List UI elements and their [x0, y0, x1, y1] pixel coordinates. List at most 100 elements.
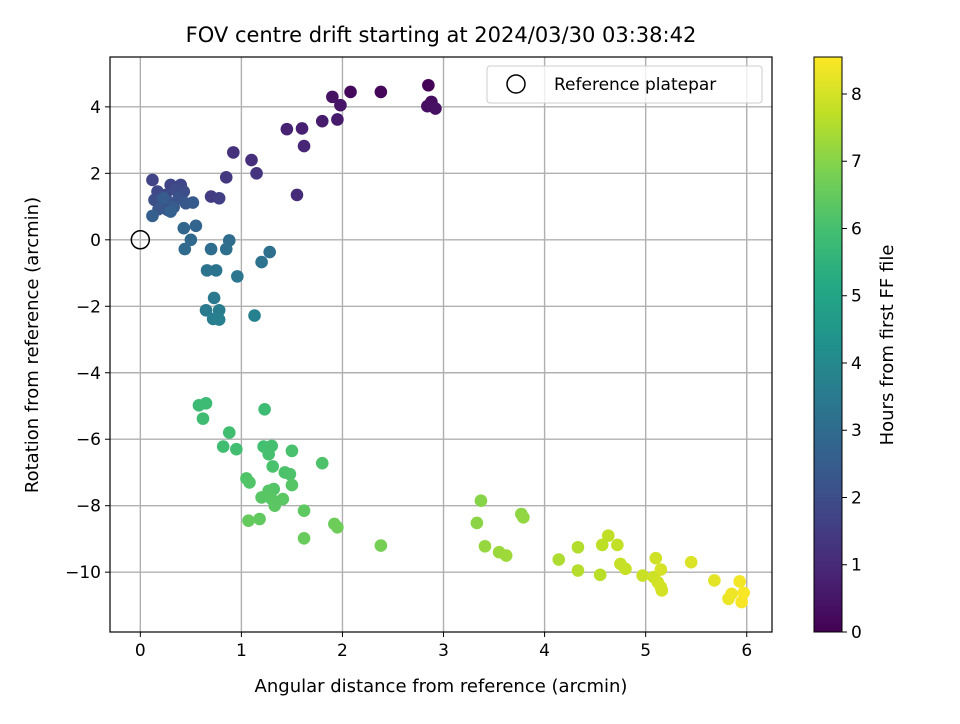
scatter-point — [593, 568, 607, 582]
scatter-point — [219, 242, 233, 256]
scatter-point — [422, 78, 435, 92]
colorbar-tick-label: 8 — [851, 85, 862, 105]
scatter-point — [654, 563, 668, 576]
y-axis-label: Rotation from reference (arcmin) — [22, 197, 43, 493]
scatter-point — [231, 270, 244, 283]
scatter-point — [649, 551, 663, 565]
scatter-point — [595, 538, 609, 552]
scatter-point — [297, 504, 311, 517]
y-tick-label: 2 — [90, 164, 101, 184]
scatter-point — [255, 491, 268, 504]
scatter-point — [199, 303, 213, 317]
colorbar-gradient — [814, 57, 842, 632]
scatter-point — [611, 538, 624, 552]
scatter-point — [258, 403, 271, 416]
scatter-point — [429, 102, 442, 115]
scatter-point — [315, 456, 329, 470]
scatter-point — [207, 291, 221, 305]
scatter-point — [708, 574, 721, 587]
scatter-point — [216, 440, 230, 453]
colorbar-tick-label: 6 — [851, 219, 862, 239]
scatter-point — [200, 264, 214, 277]
scatter-point — [295, 122, 309, 135]
legend-reference-marker — [506, 74, 526, 94]
scatter-point — [248, 309, 261, 322]
scatter-point — [219, 171, 233, 184]
scatter-point — [266, 460, 280, 473]
scatter-point — [344, 85, 357, 99]
scatter-point — [178, 242, 192, 256]
scatter-point — [552, 553, 566, 566]
scatter-point — [146, 209, 159, 223]
scatter-point — [186, 196, 200, 209]
scatter-point — [227, 146, 240, 159]
y-axis-ticks: 4 2 0 −2 −4 −6 −8 −10 — [65, 98, 110, 583]
colorbar-frame — [813, 56, 843, 633]
scatter-point — [268, 499, 282, 512]
scatter-point — [204, 242, 218, 256]
colorbar-tick-label: 4 — [851, 354, 862, 374]
scatter-point — [285, 478, 299, 492]
x-tick-label: 6 — [741, 641, 752, 661]
scatter-point — [297, 531, 311, 545]
scatter-point — [374, 85, 388, 99]
x-tick-label: 5 — [640, 641, 651, 661]
scatter-point — [146, 173, 159, 187]
scatter-point — [737, 586, 751, 600]
colorbar-tick-label: 5 — [851, 287, 862, 307]
scatter-point — [196, 412, 210, 425]
colorbar-tick-label: 3 — [851, 421, 862, 441]
legend: Reference platepar — [486, 65, 763, 104]
data-points — [146, 78, 751, 609]
scatter-point — [326, 90, 339, 104]
scatter-point — [212, 313, 226, 326]
scatter-point — [245, 153, 258, 167]
scatter-point — [297, 139, 311, 153]
scatter-point — [571, 540, 585, 554]
scatter-point — [230, 442, 243, 456]
scatter-point — [517, 511, 530, 524]
y-tick-label: −4 — [76, 364, 101, 384]
y-tick-label: −6 — [76, 430, 101, 450]
scatter-point — [684, 555, 698, 569]
y-tick-label: 0 — [90, 231, 101, 251]
scatter-point — [374, 539, 388, 552]
y-tick-label: −8 — [76, 497, 101, 517]
reference-platepar-marker — [130, 230, 151, 250]
scatter-point — [177, 221, 191, 235]
scatter-point — [655, 584, 669, 597]
scatter-point — [315, 114, 329, 128]
scatter-point — [331, 113, 344, 126]
legend-entry-reference: Reference platepar — [554, 75, 716, 95]
scatter-point — [243, 476, 256, 489]
scatter-point — [280, 122, 294, 136]
scatter-point — [478, 539, 492, 553]
x-axis-label: Angular distance from reference (arcmin) — [255, 676, 628, 697]
scatter-point — [262, 447, 275, 461]
scatter-point — [212, 191, 226, 205]
plot-frame — [109, 56, 773, 633]
scatter-point — [571, 564, 585, 577]
colorbar: 0 1 2 3 4 5 6 7 8 Hours from first FF file — [813, 56, 898, 643]
y-tick-label: −10 — [65, 563, 101, 583]
scatter-point — [334, 98, 347, 112]
colorbar-tick-label: 2 — [851, 488, 862, 508]
scatter-point — [222, 426, 236, 439]
scatter-point — [285, 444, 299, 458]
scatter-point — [263, 245, 276, 259]
colorbar-tick-label: 0 — [851, 623, 862, 643]
scatter-point — [199, 397, 213, 410]
x-tick-label: 1 — [236, 641, 247, 661]
scatter-point — [283, 467, 297, 481]
colorbar-label: Hours from first FF file — [877, 245, 898, 446]
scatter-point — [250, 167, 263, 180]
scatter-point — [242, 514, 255, 527]
grid-lines — [110, 57, 772, 632]
colorbar-ticks: 0 1 2 3 4 5 6 7 8 — [842, 85, 862, 643]
scatter-point — [733, 575, 746, 588]
scatter-point — [636, 569, 649, 582]
scatter-point — [499, 549, 513, 562]
scatter-point — [255, 255, 268, 269]
